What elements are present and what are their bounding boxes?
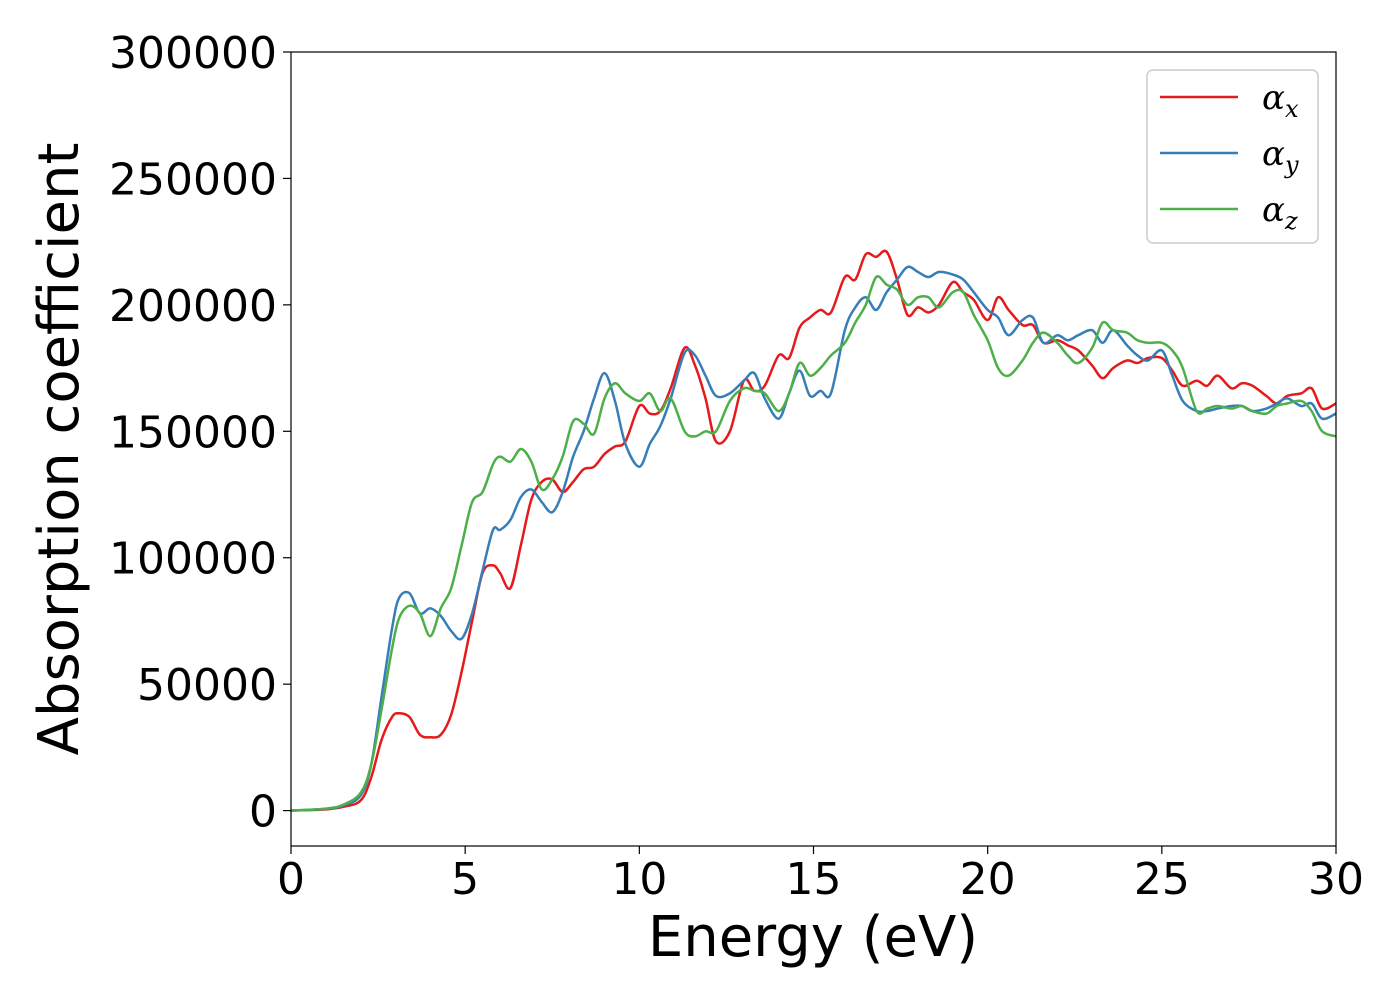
y-axis-label: Absorption coefficient (27, 143, 92, 756)
legend-frame (1146, 69, 1319, 244)
y-tick-label: 100000 (109, 534, 277, 585)
y-tick-label: 50000 (137, 660, 277, 711)
y-tick-label: 250000 (109, 154, 277, 205)
legend-subscript: y (1284, 151, 1299, 179)
y-tick-label: 200000 (109, 281, 277, 332)
series-line-x (291, 249, 1336, 812)
x-tick-label: 10 (611, 854, 667, 905)
legend-label-z: αz (1262, 190, 1298, 235)
x-tick-label: 0 (277, 854, 305, 905)
legend-label-x: αx (1262, 78, 1299, 123)
y-tick-label: 0 (249, 787, 277, 838)
series-line-y (291, 265, 1336, 812)
x-tick-label: 30 (1308, 854, 1364, 905)
legend-symbol: α (1262, 134, 1285, 174)
legend-symbol: α (1262, 190, 1285, 230)
x-tick-label: 5 (451, 854, 479, 905)
series-line-z (291, 275, 1336, 812)
y-tick-label: 150000 (109, 407, 277, 458)
series-layer (291, 249, 1336, 812)
legend-symbol: α (1262, 78, 1285, 118)
legend-subscript: x (1285, 95, 1299, 123)
x-tick-label: 25 (1134, 854, 1190, 905)
x-tick-label: 15 (786, 854, 842, 905)
y-tick-label: 300000 (109, 28, 277, 79)
ticks-layer: 0 5 10 15 20 25 30 0 50000 100000 150000 200000 2500… (109, 28, 1364, 905)
x-axis-label: Energy (eV) (648, 905, 978, 970)
legend-subscript: z (1284, 207, 1298, 235)
legend-label-y: αy (1262, 134, 1299, 179)
x-tick-label: 20 (960, 854, 1016, 905)
